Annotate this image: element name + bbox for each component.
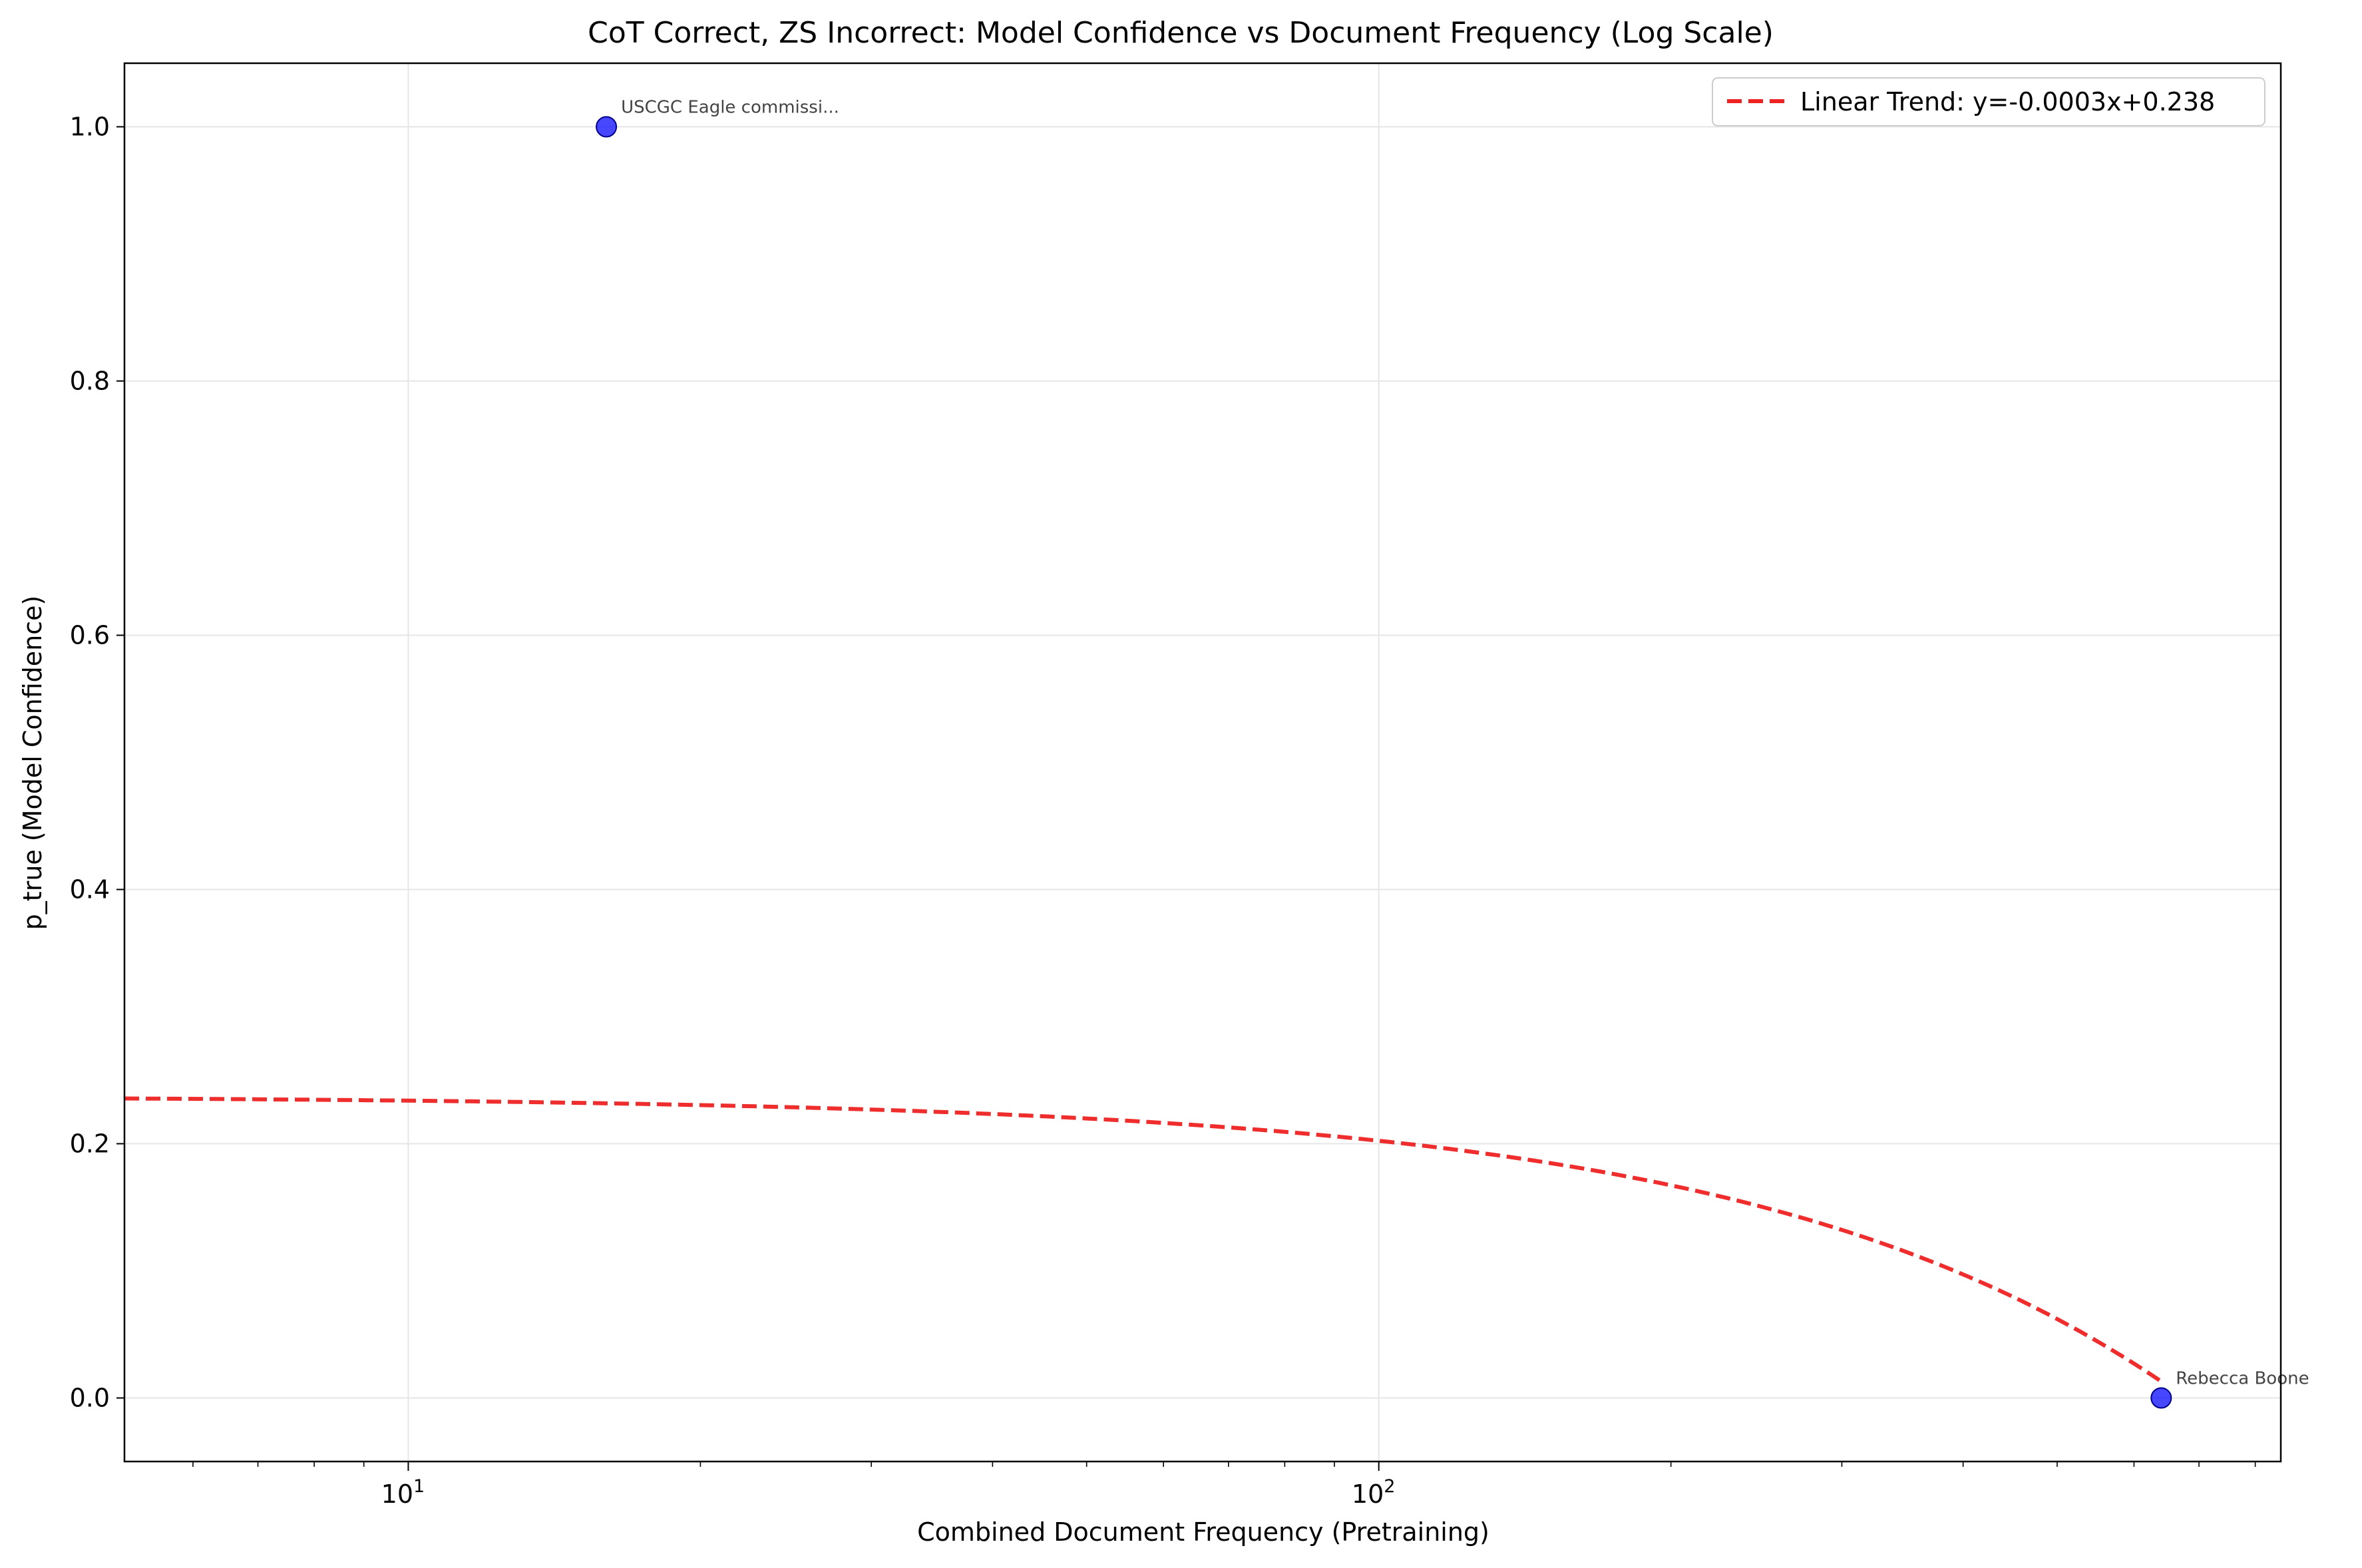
x-tick-label: 101 [381,1476,425,1509]
trend-line [124,1096,2162,1384]
x-tick-label: 102 [1352,1476,1396,1509]
data-point [2150,1387,2172,1409]
data-points: USCGC Eagle commissi... Rebecca Boone [596,98,2309,1409]
trend-line-layer [124,1096,2162,1384]
y-tick-label: 0.6 [70,621,110,650]
y-tick-label: 0.2 [70,1129,110,1159]
x-axis-label: Combined Document Frequency (Pretraining… [917,1517,1489,1547]
legend-box [1712,77,2265,126]
point-annotation: USCGC Eagle commissi... [621,98,839,118]
legend: Linear Trend: y=-0.0003x+0.238 [1712,77,2265,126]
y-tick-label: 0.8 [70,367,110,396]
grid-lines [124,63,2281,1462]
plot-frame [123,62,2282,1463]
y-axis-label: p_true (Model Confidence) [18,596,47,930]
y-tick-label: 0.4 [70,875,110,904]
y-tick-label: 0.0 [70,1384,110,1413]
y-tick-label: 1.0 [70,112,110,142]
axes: 0.0 0.2 0.4 0.6 0.8 1.0 101 102 [70,112,2256,1509]
chart-title: CoT Correct, ZS Incorrect: Model Confide… [588,16,1774,50]
point-annotation: Rebecca Boone [2176,1369,2309,1389]
data-point [596,116,618,138]
legend-trend-label: Linear Trend: y=-0.0003x+0.238 [1800,87,2215,116]
